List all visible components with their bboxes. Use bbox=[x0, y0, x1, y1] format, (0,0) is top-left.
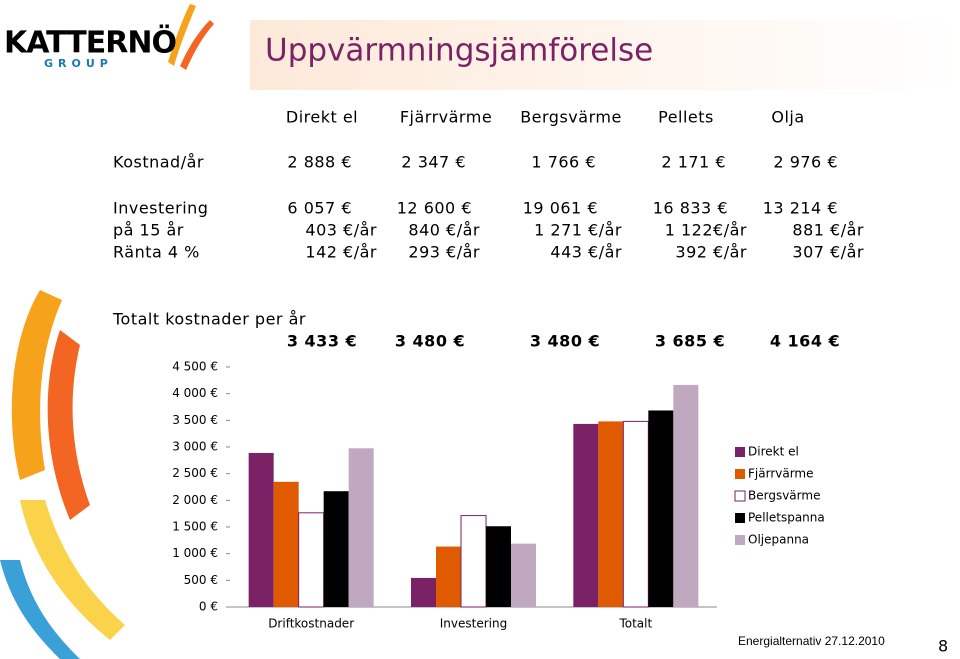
x-tick-label: Totalt bbox=[618, 617, 652, 631]
footer-text: Energialternativ 27.12.2010 bbox=[738, 634, 885, 648]
y-tick-label: 1 500 € bbox=[172, 520, 218, 534]
y-tick-label: 3 500 € bbox=[172, 413, 218, 427]
legend-swatch bbox=[735, 513, 745, 523]
legend-swatch bbox=[734, 490, 746, 502]
bar bbox=[511, 543, 536, 607]
deco-swoosh bbox=[20, 500, 125, 640]
bar bbox=[573, 423, 599, 607]
totals-title: Totalt kostnader per år bbox=[112, 310, 306, 329]
bar bbox=[460, 515, 487, 608]
legend-swatch bbox=[735, 535, 745, 545]
total-value: 3 433 € bbox=[287, 332, 357, 351]
column-header: Bergsvärme bbox=[520, 108, 622, 127]
cell: 1 122€/år bbox=[665, 221, 747, 240]
legend-label: Oljepanna bbox=[748, 533, 809, 547]
logo-swoosh bbox=[180, 20, 214, 70]
legend-swatch bbox=[735, 447, 745, 457]
deco-swoosh bbox=[11, 290, 62, 480]
cell: 840 €/år bbox=[408, 221, 480, 240]
x-tick-label: Investering bbox=[440, 617, 507, 631]
logo-swoosh bbox=[168, 4, 196, 66]
row-label: Ränta 4 % bbox=[113, 243, 200, 262]
cell: 2 888 € bbox=[287, 153, 352, 172]
cell: 12 600 € bbox=[397, 199, 472, 218]
total-value: 3 480 € bbox=[395, 332, 465, 351]
cell: 142 €/år bbox=[305, 243, 377, 262]
legend-label: Pelletspanna bbox=[748, 511, 825, 525]
total-value: 3 480 € bbox=[530, 332, 600, 351]
legend-label: Bergsvärme bbox=[748, 489, 820, 503]
cell: 1 766 € bbox=[531, 153, 596, 172]
column-header: Fjärrvärme bbox=[400, 108, 492, 127]
cell: 19 061 € bbox=[523, 199, 598, 218]
total-value: 4 164 € bbox=[770, 332, 840, 351]
bar bbox=[486, 526, 511, 607]
column-header: Olja bbox=[771, 108, 804, 127]
total-value: 3 685 € bbox=[655, 332, 725, 351]
title-banner bbox=[250, 20, 960, 90]
y-tick-label: 4 500 € bbox=[172, 360, 218, 374]
column-header: Direkt el bbox=[286, 108, 358, 127]
legend-label: Fjärrvärme bbox=[748, 467, 814, 481]
cell: 443 €/år bbox=[550, 243, 622, 262]
cell: 2 171 € bbox=[661, 153, 726, 172]
bar bbox=[622, 420, 649, 608]
y-tick-label: 2 500 € bbox=[172, 466, 218, 480]
cell: 2 976 € bbox=[773, 153, 838, 172]
y-tick-label: 500 € bbox=[184, 573, 218, 587]
cell: 881 €/år bbox=[792, 221, 864, 240]
row-label: Investering bbox=[113, 199, 208, 218]
x-tick-label: Driftkostnader bbox=[268, 617, 354, 631]
logo-sub: GROUP bbox=[44, 57, 113, 70]
bar bbox=[273, 481, 299, 607]
y-tick-label: 1 000 € bbox=[172, 546, 218, 560]
bar bbox=[436, 546, 461, 607]
cell: 293 €/år bbox=[408, 243, 480, 262]
cell: 307 €/år bbox=[792, 243, 864, 262]
y-tick-label: 4 000 € bbox=[172, 386, 218, 400]
deco-swoosh bbox=[47, 330, 90, 520]
bar bbox=[348, 448, 374, 607]
cell: 403 €/år bbox=[305, 221, 377, 240]
column-header: Pellets bbox=[658, 108, 714, 127]
cell: 6 057 € bbox=[287, 199, 352, 218]
row-label: på 15 år bbox=[113, 221, 184, 240]
bar bbox=[648, 410, 674, 607]
bar bbox=[598, 421, 624, 607]
deco-swoosh bbox=[0, 560, 80, 659]
slide-title: Uppvärmningsjämförelse bbox=[265, 33, 653, 69]
page-number: 8 bbox=[938, 637, 948, 656]
cell: 1 271 €/år bbox=[534, 221, 622, 240]
bar bbox=[298, 512, 325, 608]
bar bbox=[323, 491, 349, 607]
legend-label: Direkt el bbox=[748, 445, 799, 459]
legend-swatch bbox=[735, 469, 745, 479]
row-label: Kostnad/år bbox=[113, 153, 204, 172]
y-tick-label: 0 € bbox=[199, 600, 218, 614]
bar bbox=[673, 384, 699, 607]
bar bbox=[248, 452, 274, 607]
y-tick-label: 2 000 € bbox=[172, 493, 218, 507]
cell: 13 214 € bbox=[763, 199, 838, 218]
logo-name: KATTERNÖ bbox=[4, 24, 176, 61]
cell: 2 347 € bbox=[401, 153, 466, 172]
bar bbox=[411, 577, 436, 607]
y-tick-label: 3 000 € bbox=[172, 440, 218, 454]
cell: 392 €/år bbox=[675, 243, 747, 262]
cell: 16 833 € bbox=[653, 199, 728, 218]
